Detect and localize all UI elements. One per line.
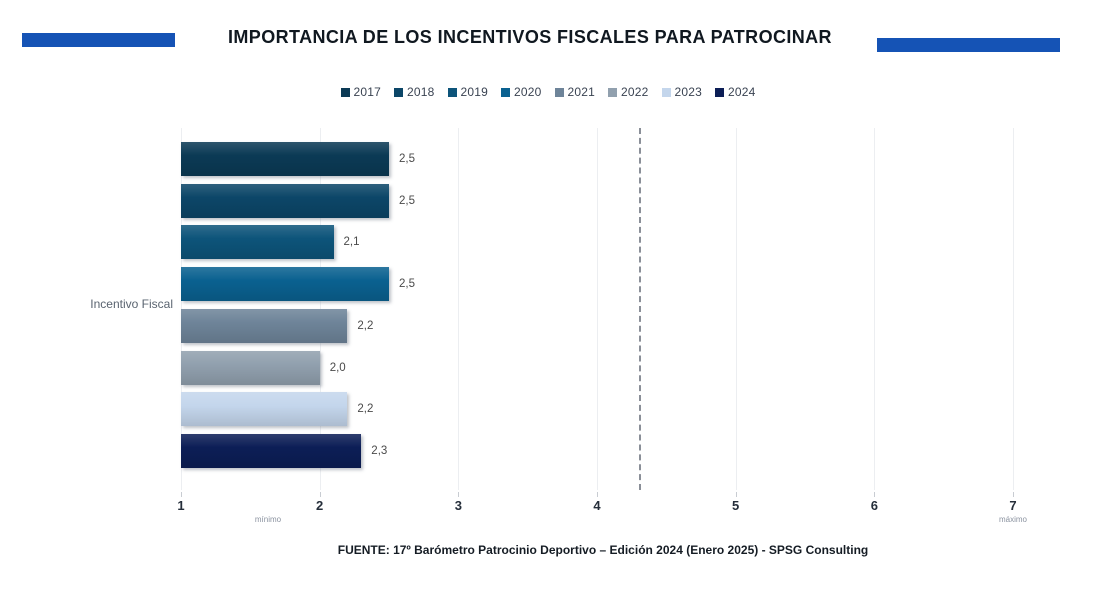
x-tick-label: 3: [454, 498, 462, 513]
reference-line: [638, 128, 641, 490]
x-axis-min-label: mínimo: [254, 515, 282, 524]
x-tick-mark: [735, 492, 737, 497]
bar-gradient-overlay: [181, 142, 389, 176]
legend-item-2023: 2023: [661, 85, 703, 99]
legend-swatch: [340, 87, 350, 97]
bar-2019: [181, 225, 334, 260]
x-tick-label: 1: [177, 498, 185, 513]
title-accent-bar-left: [22, 33, 175, 47]
legend-label: 2018: [407, 85, 435, 99]
legend-item-2021: 2021: [554, 85, 596, 99]
x-tick-mark: [181, 492, 182, 497]
legend-swatch: [554, 87, 564, 97]
x-tick-mark: [1013, 492, 1014, 497]
bar-value-label: 2,2: [357, 319, 374, 332]
bar-2017: [181, 142, 389, 176]
legend-label: 2020: [514, 85, 542, 99]
gridline: [1013, 128, 1014, 490]
bar-2020: [181, 267, 389, 302]
bar-2021: [181, 308, 348, 343]
bar-gradient-overlay: [181, 183, 389, 218]
bar-gradient-overlay: [181, 267, 389, 302]
bar-2023: [181, 392, 348, 427]
legend-item-2019: 2019: [447, 85, 489, 99]
x-tick-mark: [597, 492, 598, 497]
bar-value-label: 2,5: [399, 194, 415, 207]
x-tick-mark: [319, 492, 321, 497]
source-text: FUENTE: 17º Barómetro Patrocinio Deporti…: [337, 543, 869, 557]
bar-gradient-overlay: [181, 433, 362, 468]
legend-label: 2023: [674, 85, 702, 99]
bar-gradient-overlay: [181, 392, 348, 427]
chart-legend: 2017 2018 2019 2020 2021 2022 2023 2024: [0, 85, 1096, 99]
gridline: [458, 128, 460, 490]
bar-value-label: 2,1: [343, 236, 360, 249]
bar-2024: [181, 433, 362, 468]
x-axis-max-label: máximo: [998, 515, 1027, 524]
bar-gradient-overlay: [181, 308, 348, 343]
gridline: [874, 128, 876, 490]
x-tick-label: 2: [316, 498, 324, 513]
legend-swatch: [447, 87, 457, 97]
legend-label: 2022: [621, 85, 649, 99]
bar-value-label: 2,5: [399, 278, 415, 291]
legend-label: 2024: [728, 85, 756, 99]
legend-swatch: [661, 87, 671, 97]
gridline: [735, 128, 737, 490]
bar-gradient-overlay: [181, 225, 334, 260]
x-tick-mark: [874, 492, 876, 497]
legend-label: 2017: [353, 85, 381, 99]
bar-value-label: 2,0: [329, 361, 346, 374]
legend-item-2018: 2018: [394, 85, 435, 99]
y-axis-label: Incentivo Fiscal: [90, 297, 173, 311]
legend-swatch: [394, 87, 403, 97]
title-accent-bar-right: [877, 38, 1060, 52]
page-title: IMPORTANCIA DE LOS INCENTIVOS FISCALES P…: [228, 27, 832, 47]
bar-value-label: 2,3: [371, 444, 388, 457]
legend-item-2020: 2020: [501, 85, 542, 99]
bar-value-label: 2,5: [399, 153, 415, 165]
legend-swatch: [501, 87, 510, 97]
x-tick-label: 7: [1009, 498, 1017, 513]
x-tick-label: 4: [593, 498, 601, 513]
bar-value-label: 2,2: [357, 403, 374, 416]
legend-label: 2021: [567, 85, 595, 99]
x-tick-label: 5: [732, 498, 740, 513]
bar-2018: [181, 183, 389, 218]
plot-area: 2,5 2,5 2,1 2,5 2,2 2,0 2,2 2,3: [181, 128, 1014, 490]
bar-gradient-overlay: [181, 350, 320, 385]
legend-swatch: [608, 87, 617, 97]
bar-2022: [181, 350, 320, 385]
legend-item-2024: 2024: [715, 85, 756, 99]
legend-item-2017: 2017: [340, 85, 382, 99]
x-tick-mark: [458, 492, 460, 497]
legend-item-2022: 2022: [608, 85, 649, 99]
legend-label: 2019: [460, 85, 488, 99]
x-tick-label: 6: [870, 498, 878, 513]
legend-swatch: [715, 87, 724, 97]
gridline: [597, 128, 598, 490]
